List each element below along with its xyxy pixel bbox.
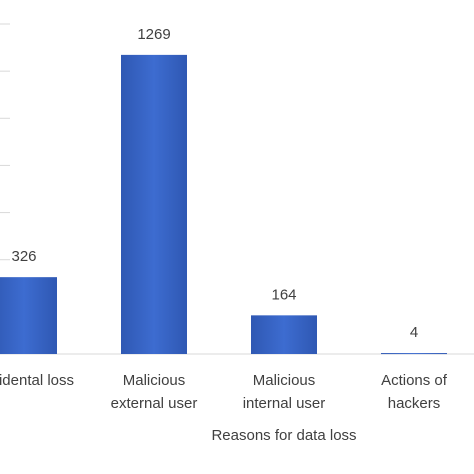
value-label: 4	[410, 324, 418, 341]
bar	[251, 315, 317, 354]
value-label: 326	[11, 248, 36, 265]
value-label: 164	[271, 286, 296, 303]
value-label: 1269	[137, 26, 170, 43]
x-tick-label: Malicious internal user	[243, 372, 326, 412]
bar	[121, 54, 187, 354]
x-tick-label: Malicious external user	[111, 372, 198, 412]
bar	[381, 353, 447, 355]
bar	[0, 277, 57, 354]
x-tick-label: Actions of hackers	[381, 372, 448, 412]
x-tick-label: Accidental loss	[0, 372, 74, 389]
x-axis-title: Reasons for data loss	[211, 427, 356, 444]
